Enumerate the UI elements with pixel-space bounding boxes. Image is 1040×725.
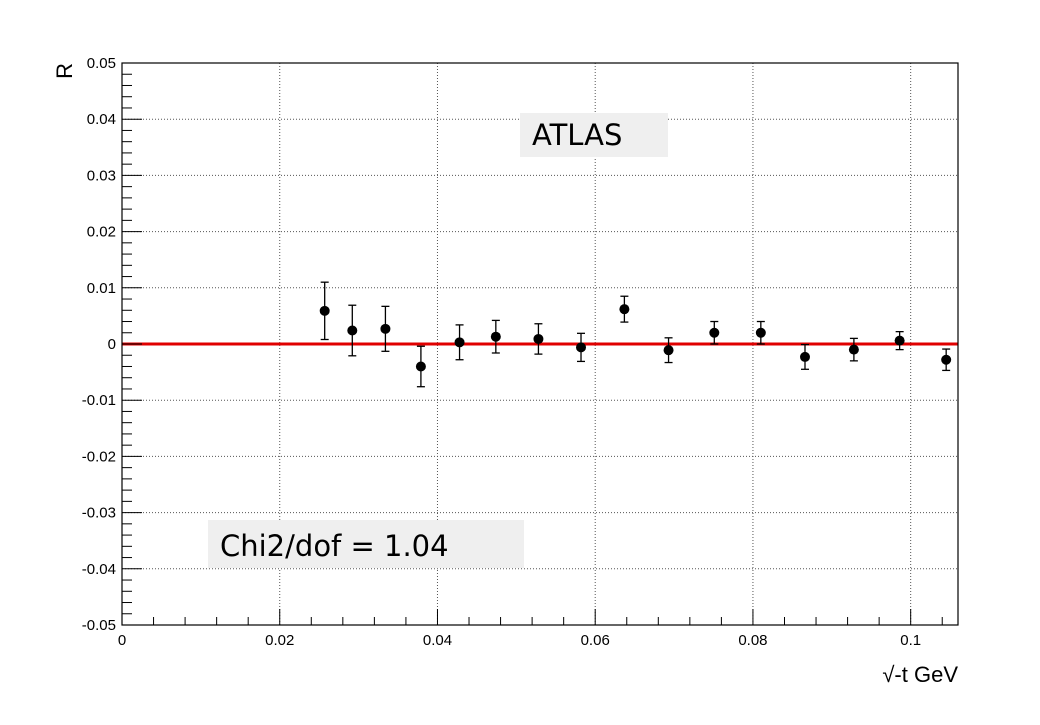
data-marker: [454, 337, 465, 348]
data-marker: [619, 304, 630, 315]
x-axis-title: √-t GeV: [882, 662, 958, 687]
data-points: [319, 281, 952, 388]
data-point: [380, 305, 391, 352]
x-tick-label: 0.1: [900, 632, 921, 649]
data-marker: [894, 335, 905, 346]
data-point: [709, 320, 720, 345]
y-tick-label: -0.01: [82, 392, 116, 409]
data-marker: [709, 327, 720, 338]
data-marker: [380, 323, 391, 334]
data-point: [941, 348, 952, 372]
x-tick-label: 0.08: [738, 632, 767, 649]
data-marker: [490, 331, 501, 342]
data-marker: [415, 361, 426, 372]
y-tick-label: 0.01: [87, 280, 116, 297]
data-point: [663, 337, 674, 364]
data-marker: [755, 327, 766, 338]
x-tick-label: 0.06: [581, 632, 610, 649]
y-tick-label: 0: [108, 336, 116, 353]
tick-labels: 0.05 0.04 0.03 0.02 0.01 0 -0.01 -0.02 -0.03 -0.0…: [82, 55, 921, 649]
data-point: [533, 323, 544, 355]
annotation-box: Chi2/dof = 1.04: [208, 520, 524, 568]
data-point: [347, 304, 358, 357]
data-point: [894, 330, 905, 351]
data-point: [576, 332, 587, 363]
y-tick-label: 0.02: [87, 224, 116, 241]
x-tick-label: 0.02: [265, 632, 294, 649]
y-tick-label: -0.03: [82, 505, 116, 522]
data-marker: [848, 344, 859, 355]
annotation-box: ATLAS: [520, 113, 668, 157]
data-point: [619, 295, 630, 323]
y-axis-title: R: [52, 63, 77, 79]
data-marker: [347, 325, 358, 336]
annotation-background: [520, 113, 668, 157]
data-point: [490, 319, 501, 354]
data-point: [799, 343, 810, 370]
y-tick-label: 0.05: [87, 55, 116, 72]
y-tick-label: -0.05: [82, 617, 116, 634]
axis-ticks: [121, 62, 943, 626]
data-point: [319, 281, 330, 341]
annotation-background: [208, 520, 524, 568]
x-tick-label: 0: [118, 632, 126, 649]
annotations: ATLAS Chi2/dof = 1.04: [208, 113, 668, 568]
data-marker: [663, 345, 674, 356]
y-tick-label: 0.03: [87, 167, 116, 184]
data-marker: [576, 342, 587, 353]
data-point: [848, 337, 859, 362]
data-marker: [533, 333, 544, 344]
data-marker: [319, 305, 330, 316]
annotation-text: ATLAS: [532, 118, 622, 152]
y-tick-label: -0.04: [82, 561, 116, 578]
annotation-text: Chi2/dof = 1.04: [220, 529, 449, 563]
x-tick-label: 0.04: [423, 632, 452, 649]
data-point: [454, 324, 465, 361]
data-point: [415, 345, 426, 388]
y-tick-label: 0.04: [87, 111, 116, 128]
data-point: [755, 320, 766, 345]
data-marker: [941, 354, 952, 365]
y-tick-label: -0.02: [82, 448, 116, 465]
data-marker: [799, 351, 810, 362]
